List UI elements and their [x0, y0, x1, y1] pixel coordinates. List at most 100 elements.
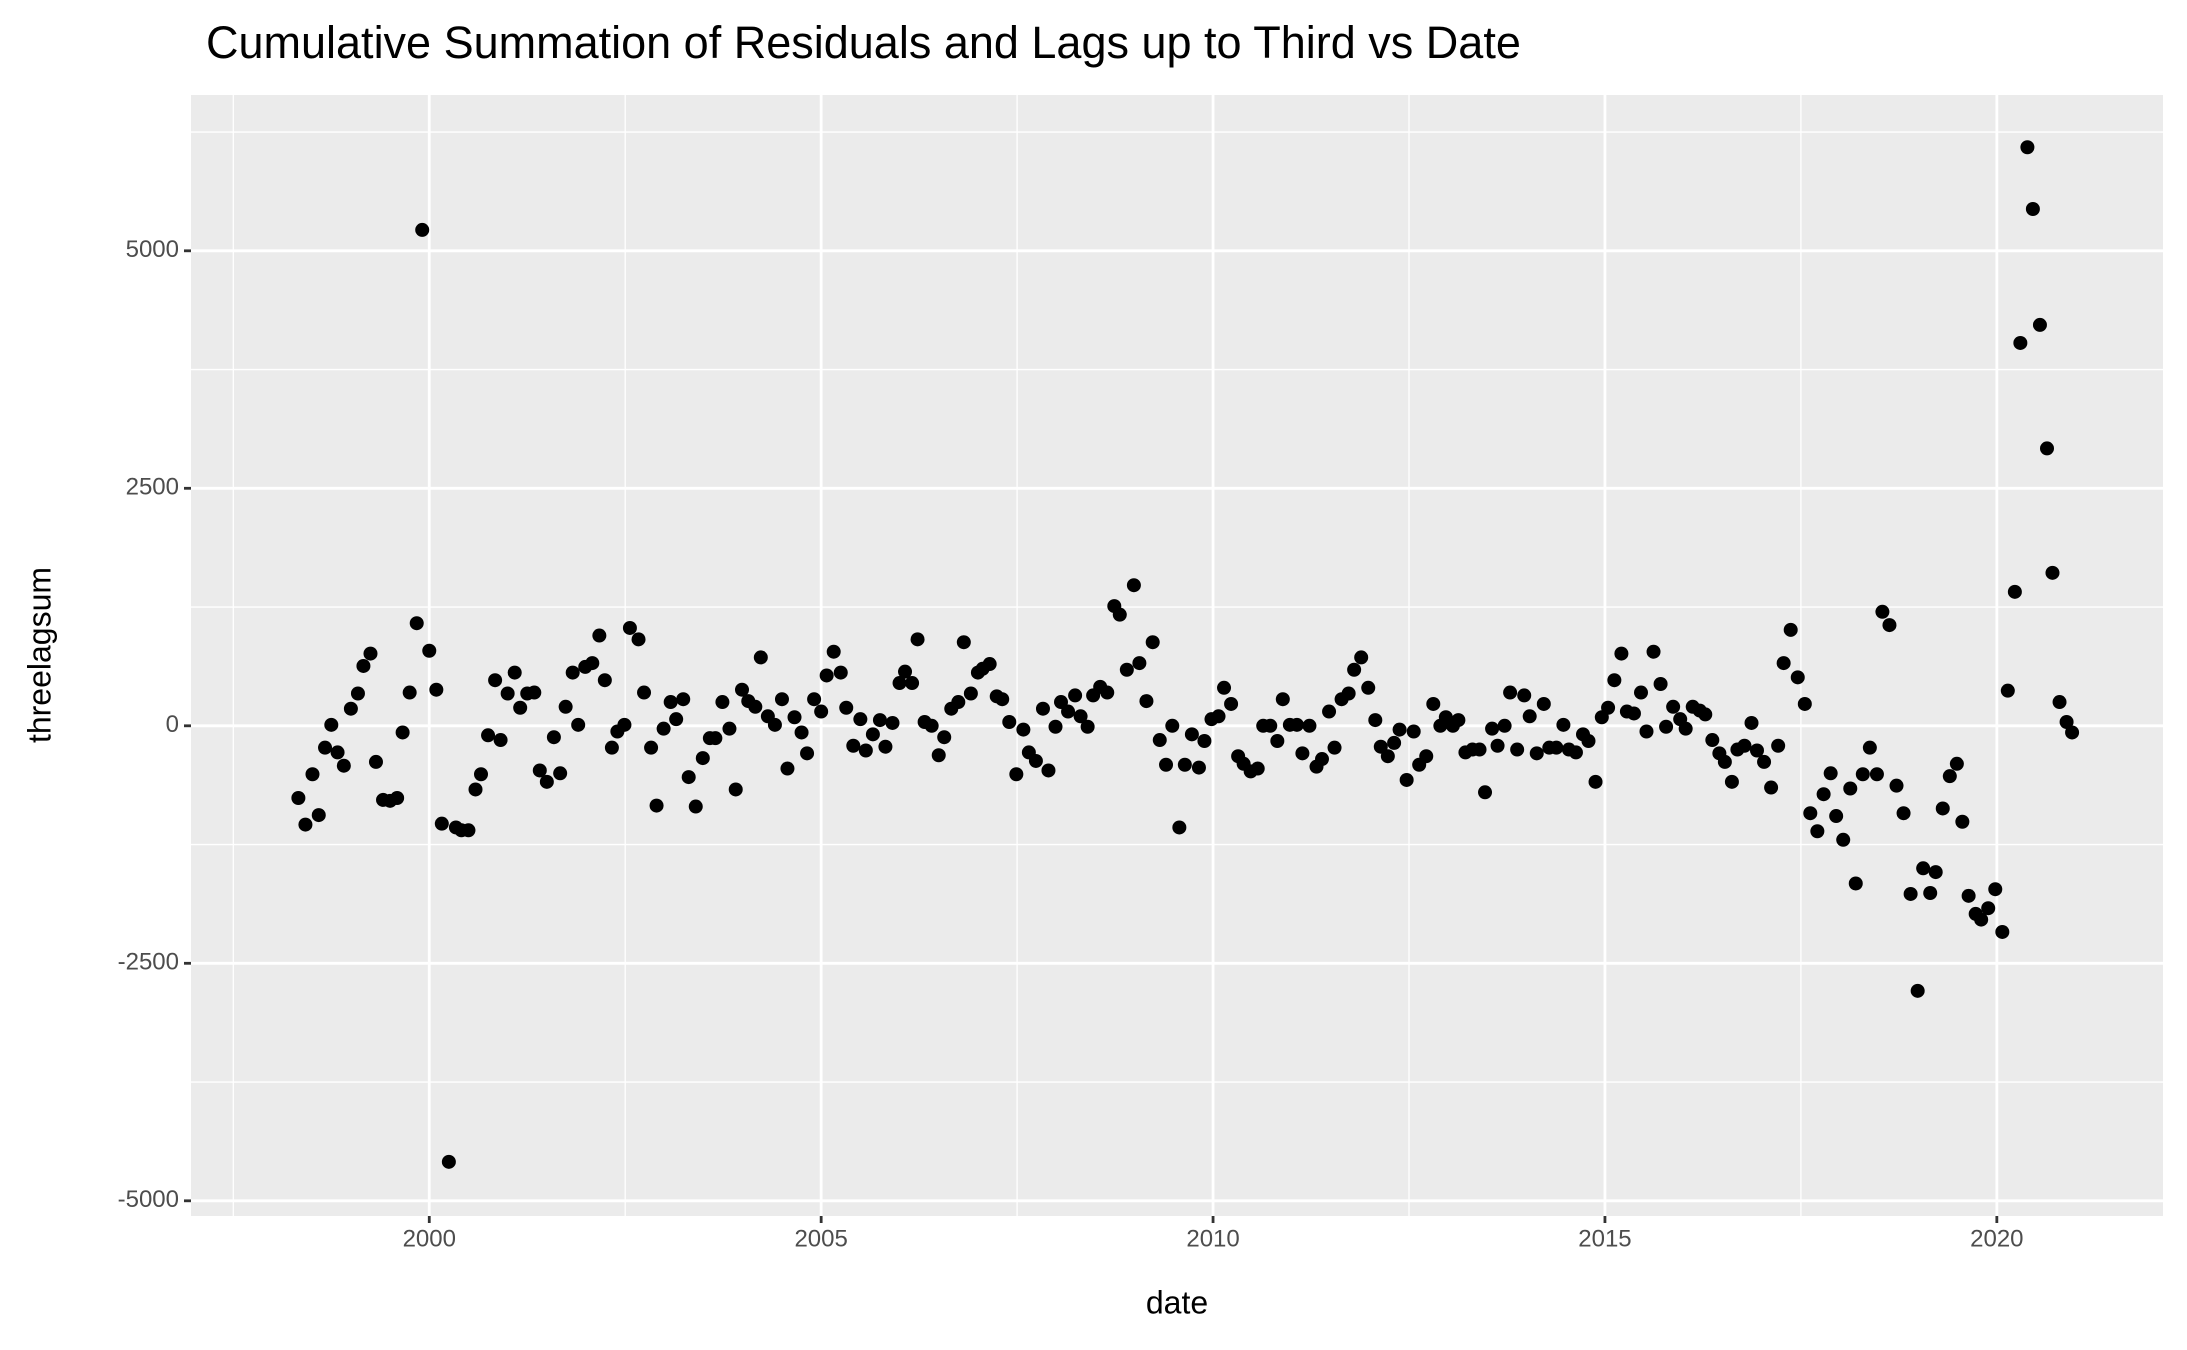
point [663, 695, 678, 710]
point [1132, 656, 1147, 671]
point [604, 740, 619, 755]
x-tick-label: 2020 [1970, 1225, 2023, 1252]
point [1928, 865, 1943, 880]
point [1041, 763, 1056, 778]
point [1529, 746, 1544, 761]
point [1263, 718, 1278, 733]
point [807, 692, 822, 707]
point [1073, 709, 1088, 724]
point [2032, 317, 2047, 332]
point [1289, 717, 1304, 732]
point [1737, 738, 1752, 753]
point [1634, 685, 1648, 700]
point [343, 701, 358, 716]
point [774, 692, 789, 707]
point [1119, 662, 1134, 677]
point [910, 632, 925, 647]
point [669, 712, 684, 727]
point [1862, 740, 1877, 755]
point [298, 817, 313, 832]
point [1803, 806, 1818, 821]
point [1315, 752, 1329, 767]
point [2065, 725, 2080, 740]
point [291, 791, 306, 805]
point [1797, 696, 1812, 711]
point [2007, 584, 2022, 599]
point [1295, 746, 1310, 761]
point [1361, 680, 1376, 695]
point [1485, 721, 1500, 736]
point [1503, 685, 1518, 700]
point [846, 738, 861, 753]
point [1916, 861, 1931, 876]
point [885, 715, 900, 730]
point [1478, 785, 1493, 800]
point [1614, 646, 1629, 661]
point [1035, 701, 1050, 716]
point [1380, 749, 1395, 764]
point [500, 686, 515, 701]
point [1698, 707, 1713, 722]
point [390, 791, 405, 805]
point [1270, 734, 1285, 748]
point [1646, 644, 1661, 659]
point [1197, 734, 1212, 748]
point [1165, 718, 1180, 733]
point [1659, 719, 1674, 734]
point [513, 700, 528, 715]
point [350, 686, 365, 701]
point [708, 731, 723, 746]
point [565, 665, 580, 680]
point [1080, 719, 1095, 734]
x-tick-label: 2010 [1186, 1225, 1239, 1252]
point [1790, 670, 1805, 685]
point [931, 748, 946, 763]
point [422, 643, 437, 658]
point [767, 717, 782, 732]
point [1368, 713, 1383, 728]
point [1889, 778, 1904, 793]
point [995, 692, 1010, 707]
point [956, 635, 971, 650]
point [592, 628, 607, 643]
point [865, 727, 880, 742]
point [2025, 202, 2040, 216]
point [1347, 662, 1362, 677]
point [2059, 715, 2074, 729]
point [1451, 713, 1466, 728]
point [1016, 722, 1031, 737]
point [1626, 706, 1641, 721]
point [1126, 578, 1141, 593]
point [318, 740, 333, 755]
point [1322, 704, 1337, 719]
point [474, 767, 488, 782]
point [898, 664, 913, 679]
point [1406, 724, 1421, 739]
point [1875, 604, 1890, 619]
point [1717, 754, 1732, 769]
point [715, 695, 730, 710]
point [585, 656, 600, 671]
y-tick-label: -5000 [118, 1186, 179, 1213]
point [644, 740, 659, 755]
point [1764, 780, 1779, 795]
point [1556, 717, 1571, 732]
point [2045, 565, 2060, 580]
point [1490, 738, 1505, 753]
point [688, 799, 703, 814]
point [1961, 888, 1976, 903]
point [1810, 824, 1825, 839]
point [839, 700, 854, 715]
point [1942, 769, 1957, 784]
point [1771, 738, 1786, 753]
point [728, 782, 743, 797]
point [858, 743, 873, 758]
chart-title: Cumulative Summation of Residuals and La… [206, 17, 1521, 68]
point [787, 710, 802, 725]
point [1522, 709, 1537, 724]
point [637, 685, 652, 700]
point [488, 673, 503, 688]
point [853, 712, 868, 727]
point [1882, 618, 1897, 633]
point [1949, 756, 1964, 771]
